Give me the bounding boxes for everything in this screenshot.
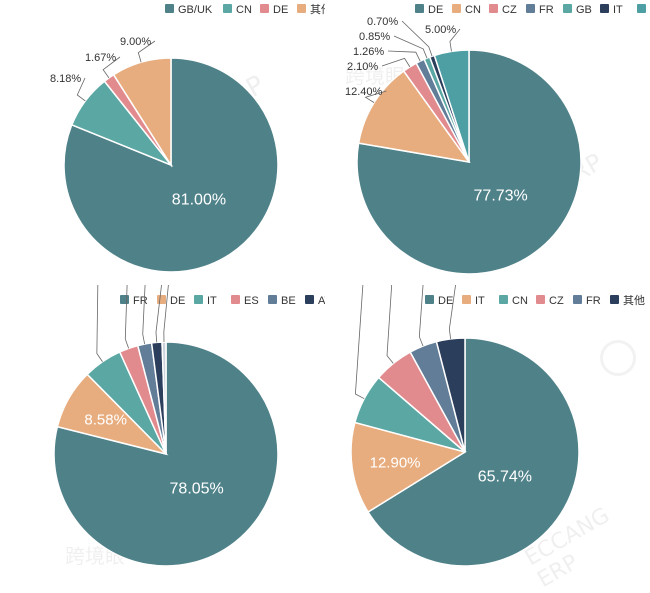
data-label: 78.05% xyxy=(170,480,224,497)
legend-swatch[interactable] xyxy=(231,295,240,304)
legend-label[interactable]: CZ xyxy=(502,4,517,16)
legend-label[interactable]: 其他 xyxy=(310,3,325,16)
legend-label[interactable]: GB xyxy=(576,4,592,16)
legend-swatch[interactable] xyxy=(425,295,434,304)
pie-chart-1: GB/UK CN DE 其他 81.00% 8.18% 1.67% 9.00% xyxy=(50,3,325,273)
legend-label[interactable]: IT xyxy=(613,4,623,16)
data-label: 65.74% xyxy=(478,469,532,486)
legend-label[interactable]: CN xyxy=(465,4,481,16)
label-leader-line xyxy=(449,28,461,52)
data-label: 1.26% xyxy=(353,46,384,58)
data-label: 8.18% xyxy=(50,73,81,85)
pie-slice[interactable] xyxy=(63,57,279,273)
legend-label[interactable]: DE xyxy=(273,4,288,16)
data-label: 12.90% xyxy=(370,454,421,471)
label-leader-line xyxy=(96,285,103,362)
legend-label[interactable]: FR xyxy=(539,4,554,16)
label-leader-line xyxy=(386,285,394,364)
legend-swatch[interactable] xyxy=(194,295,203,304)
legend-swatch[interactable] xyxy=(223,4,232,13)
pie-chart-3: FRDEITESBEATGB78.05%8.58%5.57%2.69%1.98%… xyxy=(53,285,325,567)
label-leader-line xyxy=(448,285,456,339)
legend-swatch[interactable] xyxy=(573,295,582,304)
data-label: 0.85% xyxy=(359,31,390,43)
legend-label[interactable]: FR xyxy=(586,295,601,307)
legend-swatch[interactable] xyxy=(297,4,306,13)
legend-label[interactable]: FR xyxy=(133,295,148,307)
legend-swatch[interactable] xyxy=(563,4,572,13)
label-leader-line xyxy=(364,90,387,103)
legend-label[interactable]: AT xyxy=(318,295,325,307)
label-leader-line xyxy=(137,40,156,63)
pie-slice[interactable] xyxy=(161,341,167,455)
label-leader-line xyxy=(393,35,428,59)
label-leader-line xyxy=(76,77,86,102)
data-label: 1.67% xyxy=(85,52,116,64)
legend-swatch[interactable] xyxy=(637,4,646,13)
data-label: 0.70% xyxy=(367,16,398,28)
pie-panel-top-left: GB/UK CN DE 其他 81.00% 8.18% 1.67% 9.00% xyxy=(0,0,325,285)
legend-swatch[interactable] xyxy=(165,4,174,13)
label-leader-line xyxy=(418,285,424,347)
pie-chart-4: DEITCNCZFR其他65.74%12.90%7.12%5.65%3.93%4… xyxy=(350,285,645,567)
pie-slice[interactable] xyxy=(112,57,172,168)
legend-swatch[interactable] xyxy=(120,295,129,304)
legend-label[interactable]: IT xyxy=(207,295,217,307)
legend-swatch[interactable] xyxy=(157,295,166,304)
pie-panel-bottom-right: DEITCNCZFR其他65.74%12.90%7.12%5.65%3.93%4… xyxy=(325,285,650,571)
legend-swatch[interactable] xyxy=(462,295,471,304)
legend-swatch[interactable] xyxy=(600,4,609,13)
label-leader-line xyxy=(163,285,169,343)
legend-swatch[interactable] xyxy=(489,4,498,13)
legend-swatch[interactable] xyxy=(415,4,424,13)
data-label: 12.40% xyxy=(345,86,383,98)
legend-label[interactable]: CN xyxy=(512,295,528,307)
legend-label[interactable]: BE xyxy=(281,295,296,307)
legend-label[interactable]: ES xyxy=(244,295,259,307)
legend-label[interactable]: DE xyxy=(438,295,453,307)
label-leader-line xyxy=(354,285,365,400)
legend-swatch[interactable] xyxy=(452,4,461,13)
data-label: 2.10% xyxy=(347,61,378,73)
data-label: 9.00% xyxy=(120,36,151,48)
pie-panel-bottom-left: FRDEITESBEATGB78.05%8.58%5.57%2.69%1.98%… xyxy=(0,285,325,571)
pie-chart-2: DECNCZFRGBIT其他77.73%12.40%2.10%1.26%0.85… xyxy=(345,4,646,275)
data-label: 5.00% xyxy=(425,24,456,36)
legend-swatch[interactable] xyxy=(526,4,535,13)
legend-label[interactable]: GB/UK xyxy=(178,4,213,16)
data-label: 81.00% xyxy=(172,192,226,209)
legend-label[interactable]: IT xyxy=(475,295,485,307)
label-leader-line xyxy=(155,285,162,343)
legend-swatch[interactable] xyxy=(305,295,314,304)
legend-label[interactable]: CZ xyxy=(549,295,564,307)
label-leader-line xyxy=(102,56,121,79)
legend-label[interactable]: 其他 xyxy=(623,294,645,307)
legend-label[interactable]: DE xyxy=(428,4,443,16)
data-label: 8.58% xyxy=(84,412,127,429)
legend-swatch[interactable] xyxy=(260,4,269,13)
legend-swatch[interactable] xyxy=(610,295,619,304)
legend-swatch[interactable] xyxy=(499,295,508,304)
legend-swatch[interactable] xyxy=(536,295,545,304)
pie-panel-top-right: DECNCZFRGBIT其他77.73%12.40%2.10%1.26%0.85… xyxy=(325,0,650,285)
legend-label[interactable]: CN xyxy=(236,4,252,16)
legend-label[interactable]: DE xyxy=(170,295,185,307)
label-leader-line xyxy=(142,285,146,345)
label-leader-line xyxy=(387,50,421,62)
label-leader-line xyxy=(381,57,411,68)
legend-swatch[interactable] xyxy=(268,295,277,304)
pie-slice[interactable] xyxy=(367,337,580,567)
label-leader-line xyxy=(401,20,433,57)
label-leader-line xyxy=(124,285,130,349)
data-label: 77.73% xyxy=(474,188,528,205)
